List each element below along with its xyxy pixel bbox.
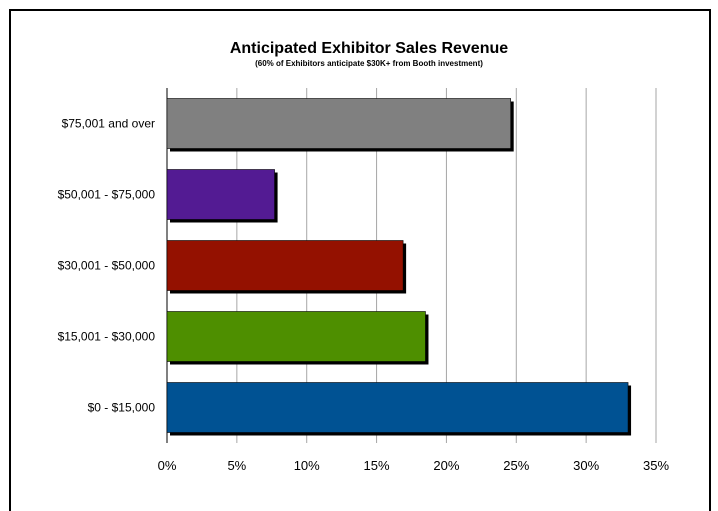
category-label: $75,001 and over (62, 117, 155, 131)
category-labels: $0 - $15,000 $15,001 - $30,000 $30,001 - $… (58, 117, 156, 415)
category-label: $15,001 - $30,000 (58, 330, 156, 344)
category-label: $50,001 - $75,000 (58, 188, 156, 202)
x-tick-label: 15% (364, 458, 390, 473)
x-tick-label: 25% (503, 458, 529, 473)
bar (166, 311, 426, 362)
x-tick-label: 35% (643, 458, 669, 473)
x-tick-label: 20% (433, 458, 459, 473)
x-tick-label: 30% (573, 458, 599, 473)
bars (166, 98, 632, 436)
bar (166, 98, 511, 149)
x-tick-label: 0% (158, 458, 177, 473)
bar (166, 169, 275, 220)
bar (166, 240, 404, 291)
x-tick-label: 10% (294, 458, 320, 473)
category-label: $0 - $15,000 (88, 401, 156, 415)
x-tick-labels: 0% 5% 10% 15% 20% 25% 30% 35% (158, 458, 670, 473)
bar (166, 382, 629, 433)
chart-subtitle: (60% of Exhibitors anticipate $30K+ from… (255, 59, 483, 68)
chart-title: Anticipated Exhibitor Sales Revenue (230, 40, 508, 57)
category-label: $30,001 - $50,000 (58, 259, 156, 273)
x-tick-label: 5% (227, 458, 246, 473)
